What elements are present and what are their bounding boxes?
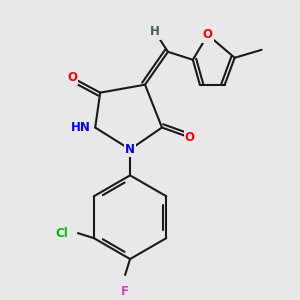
Text: O: O [185, 131, 195, 144]
Text: Cl: Cl [56, 226, 68, 240]
Text: F: F [121, 285, 129, 298]
Text: HN: HN [71, 121, 91, 134]
Text: H: H [150, 26, 160, 38]
Text: O: O [203, 28, 213, 41]
Text: N: N [125, 143, 135, 156]
Text: O: O [67, 71, 77, 84]
